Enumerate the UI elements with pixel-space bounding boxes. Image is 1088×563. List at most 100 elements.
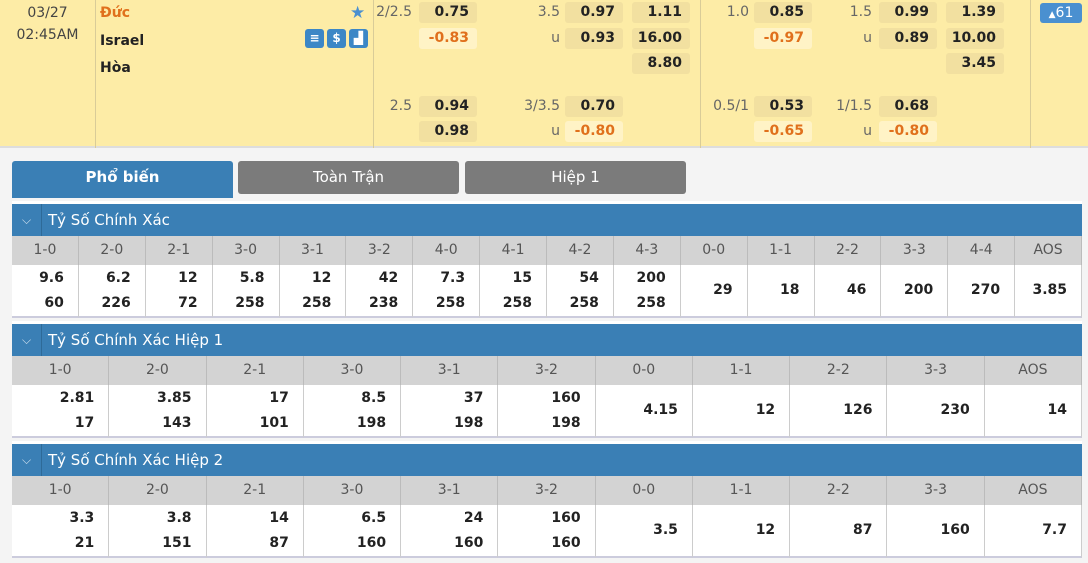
odds-value[interactable]: 2.81 (59, 389, 95, 406)
odds-value[interactable]: 258 (435, 294, 466, 311)
score-odds-cell[interactable]: 4.15 (595, 385, 693, 438)
odds-value[interactable]: 9.6 (39, 269, 64, 286)
tab-pho-bien[interactable]: Phổ biến (12, 161, 233, 198)
odds-value[interactable]: 21 (74, 534, 95, 551)
star-icon[interactable]: ★ (350, 3, 366, 23)
score-odds-cell[interactable]: 3.8 151 (109, 505, 207, 558)
odds-value[interactable]: 12 (178, 269, 198, 286)
scoreboard-icon[interactable]: ≡ (305, 29, 324, 48)
odds-value[interactable]: 160 (940, 522, 970, 538)
odds-button[interactable]: 0.99 (879, 2, 937, 23)
odds-value[interactable]: 200 (636, 269, 666, 286)
stats-icon[interactable]: ▟ (349, 29, 368, 48)
score-odds-cell[interactable]: 12 258 (279, 265, 347, 318)
odds-button[interactable]: 0.89 (879, 28, 937, 49)
score-odds-cell[interactable]: 160 198 (498, 385, 596, 438)
odds-value[interactable]: 12 (755, 402, 776, 418)
away-team[interactable]: Israel (100, 33, 145, 49)
odds-button[interactable]: 0.68 (879, 96, 937, 117)
score-odds-cell[interactable]: 160 (887, 505, 985, 558)
odds-value[interactable]: 258 (569, 294, 599, 311)
odds-value[interactable]: 198 (356, 414, 387, 431)
score-odds-cell[interactable]: 54 258 (547, 265, 614, 318)
odds-value[interactable]: 258 (636, 294, 666, 311)
odds-value[interactable]: 198 (454, 414, 484, 431)
score-odds-cell[interactable]: 14 (984, 385, 1082, 438)
chevron-down-icon[interactable]: ⌵ (12, 324, 42, 356)
score-odds-cell[interactable]: 3.3 21 (12, 505, 110, 558)
odds-value[interactable]: 101 (259, 414, 289, 431)
odds-button[interactable]: 10.00 (946, 28, 1004, 49)
odds-button[interactable]: -0.97 (754, 28, 812, 49)
odds-value[interactable]: 160 (551, 509, 581, 526)
odds-value[interactable]: 143 (162, 414, 192, 431)
score-odds-cell[interactable]: 230 (887, 385, 985, 438)
odds-value[interactable]: 60 (44, 294, 64, 311)
score-odds-cell[interactable]: 14 87 (206, 505, 304, 558)
score-odds-cell[interactable]: 42 238 (346, 265, 414, 318)
score-odds-cell[interactable]: 126 (790, 385, 888, 438)
odds-value[interactable]: 5.8 (239, 269, 265, 286)
section-header[interactable]: ⌵ Tỷ Số Chính Xác (12, 201, 1082, 236)
odds-button[interactable]: 0.70 (565, 96, 623, 117)
home-team[interactable]: Đức (100, 5, 130, 21)
score-odds-cell[interactable]: 200 (881, 265, 949, 318)
odds-value[interactable]: 6.5 (361, 509, 387, 526)
score-odds-cell[interactable]: 18 (747, 265, 815, 318)
odds-value[interactable]: 7.7 (1042, 522, 1067, 538)
more-markets-button[interactable]: ▲61 (1040, 3, 1082, 23)
odds-value[interactable]: 87 (269, 534, 289, 551)
score-odds-cell[interactable]: 5.8 258 (212, 265, 280, 318)
odds-value[interactable]: 12 (755, 522, 776, 538)
section-header[interactable]: ⌵ Tỷ Số Chính Xác Hiệp 1 (12, 321, 1082, 356)
odds-value[interactable]: 54 (579, 269, 599, 286)
odds-button[interactable]: 8.80 (632, 53, 690, 74)
odds-value[interactable]: 7.3 (440, 269, 466, 286)
odds-button[interactable]: 0.93 (565, 28, 623, 49)
odds-button[interactable]: 1.39 (946, 2, 1004, 23)
tab-hiep-1[interactable]: Hiệp 1 (465, 161, 686, 194)
score-odds-cell[interactable]: 160 160 (498, 505, 596, 558)
odds-value[interactable]: 72 (178, 294, 198, 311)
score-odds-cell[interactable]: 3.5 (595, 505, 693, 558)
odds-value[interactable]: 126 (843, 402, 873, 418)
odds-value[interactable]: 17 (74, 414, 95, 431)
odds-value[interactable]: 87 (852, 522, 873, 538)
score-odds-cell[interactable]: 7.7 (984, 505, 1082, 558)
odds-value[interactable]: 42 (378, 269, 399, 286)
chevron-down-icon[interactable]: ⌵ (12, 444, 42, 476)
score-odds-cell[interactable]: 7.3 258 (413, 265, 481, 318)
odds-value[interactable]: 8.5 (361, 389, 387, 406)
odds-value[interactable]: 151 (162, 534, 192, 551)
odds-value[interactable]: 24 (463, 509, 484, 526)
odds-button[interactable]: 0.75 (419, 2, 477, 23)
chevron-down-icon[interactable]: ⌵ (12, 204, 42, 236)
odds-value[interactable]: 29 (713, 282, 733, 298)
score-odds-cell[interactable]: 8.5 198 (303, 385, 402, 438)
odds-button[interactable]: 0.85 (754, 2, 812, 23)
odds-value[interactable]: 160 (454, 534, 484, 551)
score-odds-cell[interactable]: 3.85 (1015, 265, 1082, 318)
odds-value[interactable]: 37 (463, 389, 484, 406)
odds-button[interactable]: -0.80 (879, 121, 937, 142)
odds-value[interactable]: 200 (904, 282, 934, 298)
odds-value[interactable]: 226 (101, 294, 131, 311)
odds-value[interactable]: 3.85 (156, 389, 192, 406)
odds-button[interactable]: 0.98 (419, 121, 477, 142)
odds-button[interactable]: 1.11 (632, 2, 690, 23)
odds-button[interactable]: 0.97 (565, 2, 623, 23)
score-odds-cell[interactable]: 12 (692, 505, 791, 558)
odds-button[interactable]: -0.80 (565, 121, 623, 142)
odds-value[interactable]: 160 (551, 534, 581, 551)
score-odds-cell[interactable]: 270 (948, 265, 1016, 318)
odds-value[interactable]: 12 (311, 269, 332, 286)
score-odds-cell[interactable]: 6.2 226 (78, 265, 146, 318)
score-odds-cell[interactable]: 24 160 (401, 505, 499, 558)
score-odds-cell[interactable]: 9.6 60 (12, 265, 79, 318)
section-header[interactable]: ⌵ Tỷ Số Chính Xác Hiệp 2 (12, 441, 1082, 476)
odds-value[interactable]: 14 (269, 509, 289, 526)
odds-value[interactable]: 3.3 (69, 509, 95, 526)
odds-button[interactable]: 16.00 (632, 28, 690, 49)
score-odds-cell[interactable]: 2.81 17 (12, 385, 110, 438)
odds-value[interactable]: 160 (356, 534, 387, 551)
